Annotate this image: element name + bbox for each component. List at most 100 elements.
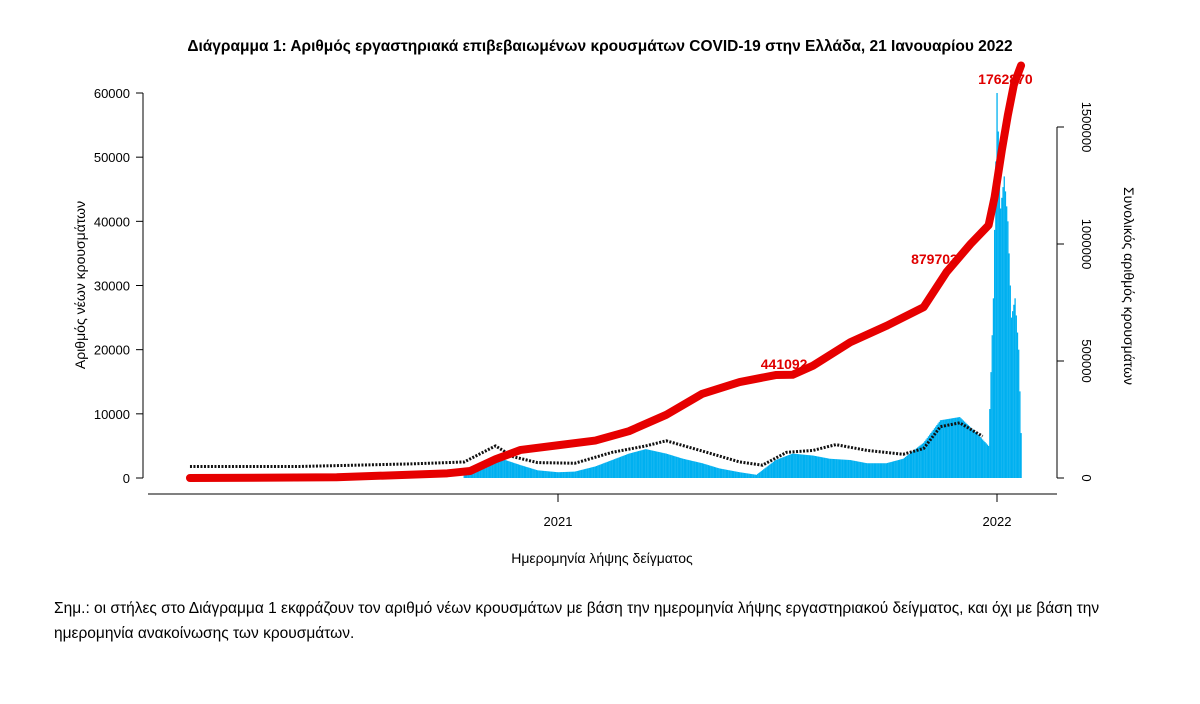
bar bbox=[772, 461, 774, 478]
bars-layer bbox=[463, 93, 1022, 479]
bar bbox=[1015, 315, 1017, 478]
bar bbox=[551, 471, 553, 478]
bar bbox=[609, 460, 611, 478]
bar bbox=[561, 472, 563, 478]
y-tick-label: 60000 bbox=[94, 86, 130, 101]
bar bbox=[735, 471, 737, 478]
bar bbox=[546, 471, 548, 478]
bar bbox=[965, 422, 967, 478]
bar bbox=[793, 453, 795, 478]
bar bbox=[785, 455, 788, 478]
bar bbox=[514, 463, 516, 478]
bar bbox=[831, 458, 833, 478]
bar bbox=[711, 466, 713, 478]
bar bbox=[924, 441, 926, 478]
bar bbox=[505, 460, 507, 478]
bar bbox=[915, 448, 918, 478]
bar bbox=[601, 463, 604, 478]
bar bbox=[967, 425, 969, 478]
bar bbox=[701, 463, 704, 478]
bar bbox=[692, 460, 694, 478]
bar bbox=[808, 455, 811, 478]
bar bbox=[588, 467, 590, 478]
bar bbox=[956, 417, 959, 478]
y2-tick-label: 0 bbox=[1079, 474, 1094, 481]
y2-tick-label: 500000 bbox=[1079, 339, 1094, 382]
bar bbox=[992, 298, 995, 478]
bar bbox=[799, 454, 801, 478]
bar bbox=[518, 464, 521, 478]
bar bbox=[959, 417, 961, 478]
bar bbox=[521, 465, 523, 478]
bar bbox=[943, 419, 945, 478]
bar bbox=[470, 472, 473, 478]
bar bbox=[508, 461, 510, 478]
bar bbox=[890, 461, 892, 478]
bar bbox=[577, 470, 580, 478]
bar bbox=[855, 461, 857, 478]
bar bbox=[972, 429, 974, 478]
bar bbox=[987, 445, 990, 478]
bar bbox=[535, 469, 538, 478]
bar bbox=[883, 463, 885, 478]
bar bbox=[648, 449, 651, 478]
bar bbox=[828, 458, 830, 478]
bar bbox=[749, 473, 752, 478]
bar bbox=[527, 467, 529, 478]
x-tick-label: 2021 bbox=[544, 514, 573, 529]
bar bbox=[651, 450, 653, 478]
bar bbox=[482, 468, 485, 478]
bar bbox=[724, 469, 726, 478]
bar bbox=[613, 459, 616, 478]
bar bbox=[1002, 187, 1004, 478]
bar bbox=[747, 473, 749, 478]
annotations-layer: 441092 879703 1762870 bbox=[761, 71, 1033, 372]
bar bbox=[633, 452, 635, 478]
bar bbox=[920, 444, 922, 478]
bar bbox=[520, 465, 522, 478]
bar bbox=[1003, 176, 1005, 478]
bar bbox=[903, 457, 906, 478]
bar bbox=[950, 418, 952, 478]
bar bbox=[829, 458, 831, 478]
bar bbox=[746, 473, 748, 478]
bar bbox=[726, 469, 729, 478]
bar bbox=[698, 462, 700, 478]
y-tick-label: 30000 bbox=[94, 279, 130, 294]
bar bbox=[699, 462, 701, 478]
bar bbox=[885, 463, 888, 478]
bar bbox=[764, 468, 766, 478]
bar bbox=[604, 462, 606, 478]
bar bbox=[955, 417, 957, 478]
bar bbox=[933, 428, 936, 478]
bar bbox=[878, 463, 880, 478]
bar bbox=[858, 461, 860, 478]
bar bbox=[759, 472, 761, 478]
bar bbox=[704, 463, 706, 478]
bar bbox=[741, 472, 743, 478]
bar bbox=[465, 474, 468, 478]
bar bbox=[664, 453, 666, 478]
bar bbox=[985, 443, 987, 478]
bar bbox=[706, 464, 708, 478]
bar bbox=[968, 426, 971, 478]
bar bbox=[656, 451, 658, 478]
bar bbox=[997, 131, 999, 478]
bar bbox=[576, 470, 578, 478]
bar bbox=[1018, 349, 1020, 478]
bar bbox=[515, 463, 517, 478]
bar bbox=[947, 419, 949, 478]
bar bbox=[840, 459, 842, 478]
bar bbox=[923, 442, 925, 478]
bar bbox=[558, 472, 560, 478]
bar bbox=[1020, 433, 1022, 478]
bar bbox=[469, 472, 471, 478]
cumulative-line bbox=[185, 61, 1026, 482]
cumulative-value-label: 879703 bbox=[911, 251, 958, 267]
bar bbox=[736, 471, 738, 478]
bar bbox=[771, 462, 773, 478]
bar bbox=[713, 466, 716, 478]
bar bbox=[864, 462, 866, 478]
bar bbox=[991, 335, 993, 478]
bar bbox=[979, 436, 981, 478]
